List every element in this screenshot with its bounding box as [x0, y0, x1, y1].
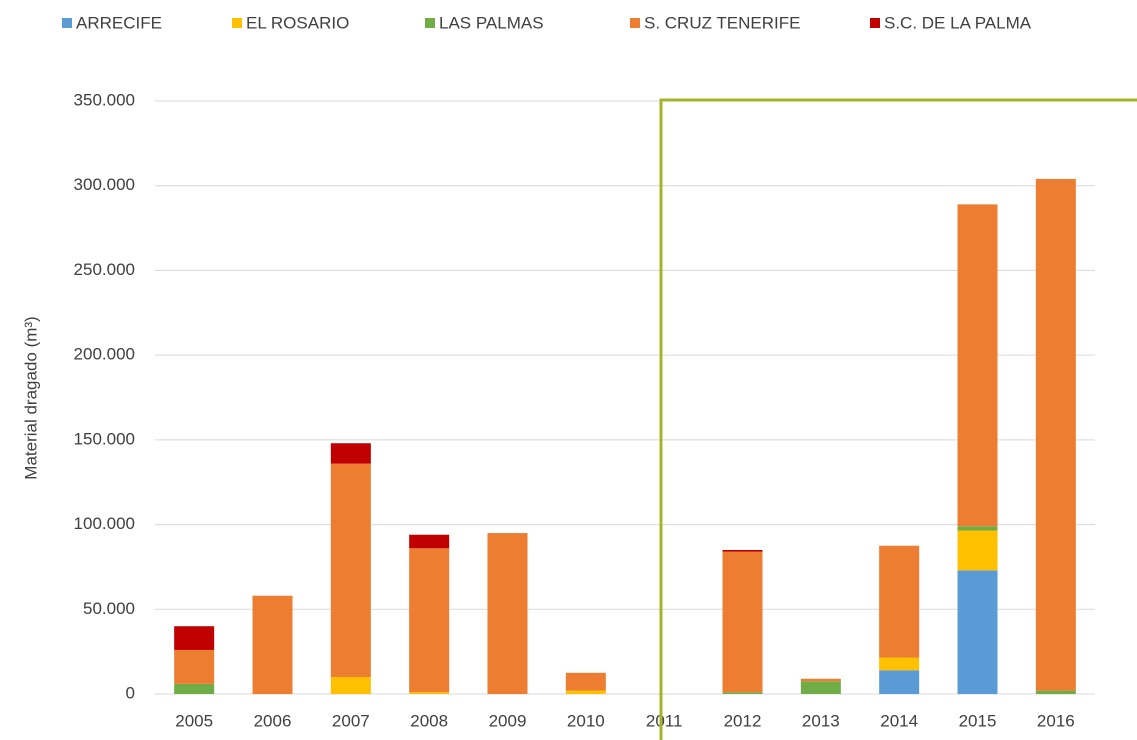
x-tick-label: 2012 [724, 711, 762, 730]
bar-segment [800, 681, 841, 694]
bar-segment [957, 570, 998, 694]
x-tick-label: 2005 [175, 711, 213, 730]
bar-segment [1035, 178, 1076, 691]
bar-segment [330, 463, 371, 678]
y-tick-label: 350.000 [74, 90, 135, 109]
bar-segment [409, 548, 450, 693]
x-tick-label: 2013 [802, 711, 840, 730]
bar-segment [330, 443, 371, 464]
bar-segment [879, 545, 920, 658]
bar-segment [722, 551, 763, 693]
legend-swatch [870, 18, 880, 28]
legend-label: LAS PALMAS [439, 13, 544, 32]
bar-segment [330, 677, 371, 694]
bar-segment [722, 692, 763, 694]
bar-segment [957, 530, 998, 571]
y-tick-label: 300.000 [74, 175, 135, 194]
bar-segment [252, 595, 293, 694]
x-tick-label: 2016 [1037, 711, 1075, 730]
bar-segment [487, 533, 528, 694]
legend-swatch [62, 18, 72, 28]
y-tick-label: 100.000 [74, 514, 135, 533]
legend-swatch [232, 18, 242, 28]
bar-segment [879, 670, 920, 694]
y-tick-label: 50.000 [83, 599, 135, 618]
bar-segment [409, 534, 450, 549]
y-tick-label: 250.000 [74, 260, 135, 279]
bar-segment [957, 526, 998, 531]
x-tick-label: 2007 [332, 711, 370, 730]
x-tick-label: 2009 [489, 711, 527, 730]
y-tick-label: 0 [126, 683, 135, 702]
bar-segment [174, 649, 215, 684]
legend-label: S. CRUZ TENERIFE [644, 13, 800, 32]
bar-segment [879, 657, 920, 671]
x-tick-label: 2006 [254, 711, 292, 730]
bar-segment [800, 678, 841, 682]
y-axis-label: Material dragado (m³) [21, 316, 40, 479]
x-tick-label: 2010 [567, 711, 605, 730]
y-tick-label: 200.000 [74, 345, 135, 364]
bar-segment [957, 204, 998, 527]
bar-segment [722, 549, 763, 552]
bar-segment [565, 690, 606, 694]
bar-segment [174, 683, 215, 694]
bar-segment [1035, 690, 1076, 694]
plot: 0 50.000 100.000 150.000 200.000 250.000 300.0… [62, 13, 1095, 730]
y-tick-label: 150.000 [74, 429, 135, 448]
legend-swatch [630, 18, 640, 28]
legend-label: S.C. DE LA PALMA [884, 13, 1032, 32]
legend-swatch [425, 18, 435, 28]
x-tick-label: 2011 [646, 711, 683, 730]
x-tick-label: 2015 [959, 711, 997, 730]
highlight-frame [659, 98, 1137, 740]
legend-label: EL ROSARIO [246, 13, 349, 32]
x-tick-label: 2008 [410, 711, 448, 730]
bar-segment [409, 692, 450, 694]
x-tick-label: 2014 [880, 711, 918, 730]
bar-segment [174, 626, 215, 650]
legend-label: ARRECIFE [76, 13, 162, 32]
bar-segment [565, 672, 606, 691]
